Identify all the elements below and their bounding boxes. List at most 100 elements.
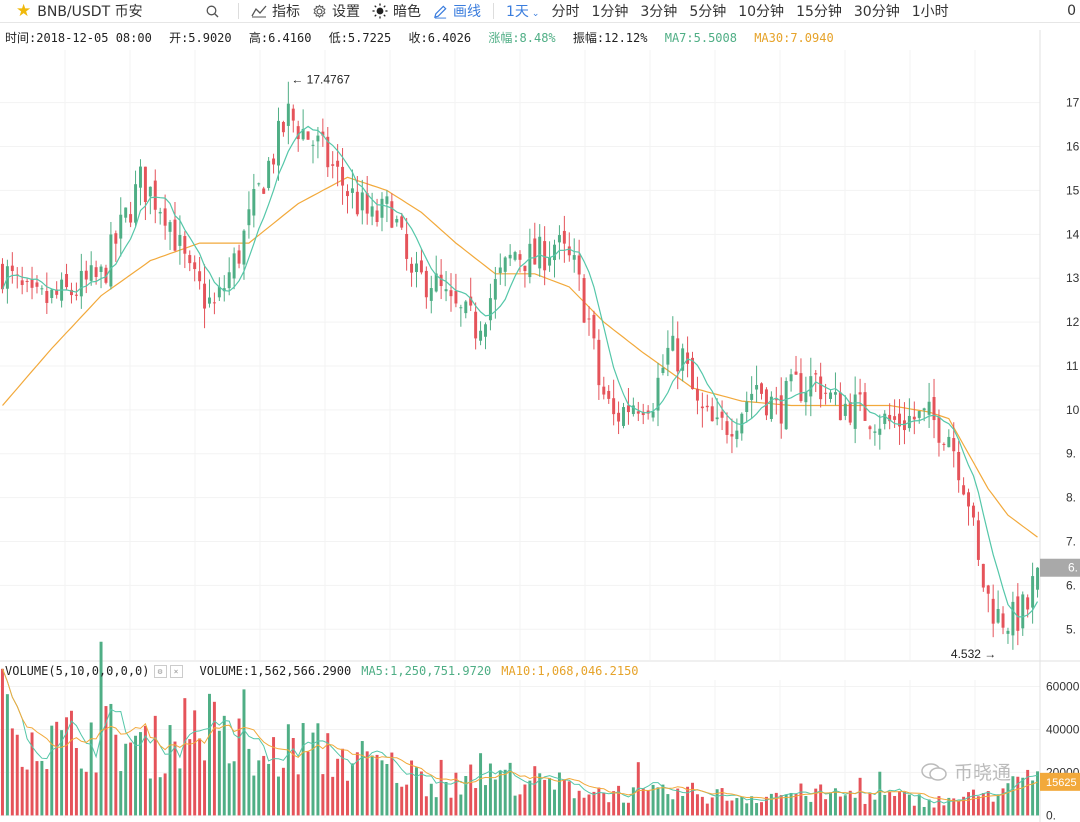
wechat-icon [921, 762, 947, 781]
candle-body [1011, 601, 1015, 636]
timeframe-1d[interactable]: 1天 ⌄ [500, 1, 545, 21]
volume-bar [291, 737, 295, 816]
candle-body [365, 193, 369, 214]
candle-body [40, 288, 44, 290]
gear-icon[interactable]: ⚙ [153, 664, 167, 678]
candle-body [188, 255, 192, 264]
timeframe-timeline[interactable]: 分时 [551, 4, 580, 20]
toolbar-divider [238, 3, 239, 19]
volume-bar [129, 742, 133, 816]
candle-body [962, 485, 966, 495]
candle-body [755, 385, 759, 390]
candle-body [587, 318, 591, 320]
volume-bar [434, 797, 438, 816]
star-icon[interactable]: ★ [16, 1, 32, 21]
candle-body [769, 396, 773, 419]
candle-body [286, 103, 290, 126]
candle-body [700, 406, 704, 409]
candle-body [429, 288, 433, 301]
volume-bar [267, 763, 271, 816]
candle-body [508, 254, 512, 259]
timeframe-1m[interactable]: 1分钟 [591, 4, 629, 20]
candle-body [760, 383, 763, 394]
candle-body [143, 166, 147, 202]
candle-body [1001, 613, 1005, 628]
volume-bar [622, 802, 625, 816]
volume-bar [755, 803, 759, 816]
timeframe-30m[interactable]: 30分钟 [853, 4, 900, 20]
candle-body [479, 330, 483, 341]
candle-body [272, 158, 276, 165]
ohlc-info-bar: 时间:2018-12-05 08:00 开:5.9020 高:6.4160 低:… [5, 29, 844, 49]
volume-bar [138, 732, 142, 816]
volume-bar [1026, 769, 1030, 816]
volume-bar [587, 794, 591, 816]
volume-bar [1001, 788, 1005, 816]
volume-bar [804, 795, 808, 816]
candle-body [725, 421, 729, 435]
volume-bar [94, 772, 98, 816]
timeframe-1h[interactable]: 1小时 [911, 4, 949, 20]
search-button[interactable] [192, 5, 232, 18]
candle-body [69, 289, 73, 296]
symbol-selector[interactable]: ★ BNB/USDT 币安 [0, 1, 192, 21]
candle-body [804, 391, 808, 403]
candle-body [400, 216, 404, 228]
candle-body [212, 302, 216, 304]
chevron-down-icon: ⌄ [531, 9, 540, 19]
candle-body [878, 428, 882, 435]
settings-button[interactable]: 设置 [306, 1, 366, 21]
info-high: 高:6.4160 [248, 31, 312, 45]
draw-tools-button[interactable]: 画线 [427, 1, 487, 21]
close-icon[interactable]: × [169, 664, 183, 678]
candle-body [848, 402, 852, 423]
candle-body [1006, 630, 1010, 634]
volume-bar [277, 776, 280, 816]
candle-body [809, 376, 813, 397]
volume-bar [523, 784, 527, 816]
candle-body [1031, 576, 1035, 608]
timeframe-5m[interactable]: 5分钟 [689, 4, 727, 20]
timeframe-3m[interactable]: 3分钟 [640, 4, 678, 20]
volume-bar [952, 798, 956, 816]
candle-body [454, 290, 458, 304]
candle-body [902, 420, 906, 431]
candle-body [617, 412, 621, 422]
candle-body [976, 520, 980, 560]
volume-bar [922, 806, 926, 816]
volume-bar [65, 717, 69, 816]
candle-body [829, 392, 832, 399]
max-price-annotation: ← 17.4767 [291, 73, 350, 87]
volume-bar [957, 801, 961, 816]
candle-body [173, 219, 177, 251]
dark-mode-button[interactable]: 暗色 [366, 1, 427, 21]
volume-bar [868, 793, 872, 816]
candle-body [183, 236, 187, 254]
volume-bar [967, 792, 971, 816]
volume-bar [341, 748, 345, 816]
volume-bar [538, 773, 542, 816]
ma7-series [1, 125, 1039, 618]
timeframe-10m[interactable]: 10分钟 [738, 4, 785, 20]
volume-bar [567, 781, 571, 816]
volume-bar [35, 761, 39, 816]
volume-bar [656, 787, 660, 816]
info-ma30: MA30:7.0940 [754, 31, 834, 45]
volume-bar [986, 791, 990, 816]
candle-body [631, 405, 635, 415]
volume-bar [631, 787, 635, 816]
timeframe-15m[interactable]: 15分钟 [796, 4, 842, 20]
candle-body [695, 388, 699, 401]
candle-body [498, 267, 502, 273]
volume-bar [163, 773, 167, 816]
volume-bar [829, 792, 832, 816]
candle-body [267, 160, 271, 188]
volume-bar [617, 785, 621, 816]
candle-body [203, 283, 207, 309]
candle-body [198, 271, 202, 282]
volume-bar [281, 767, 285, 816]
indicators-button[interactable]: 指标 [245, 1, 306, 21]
candle-body [981, 563, 985, 588]
volume-bar [557, 772, 561, 816]
